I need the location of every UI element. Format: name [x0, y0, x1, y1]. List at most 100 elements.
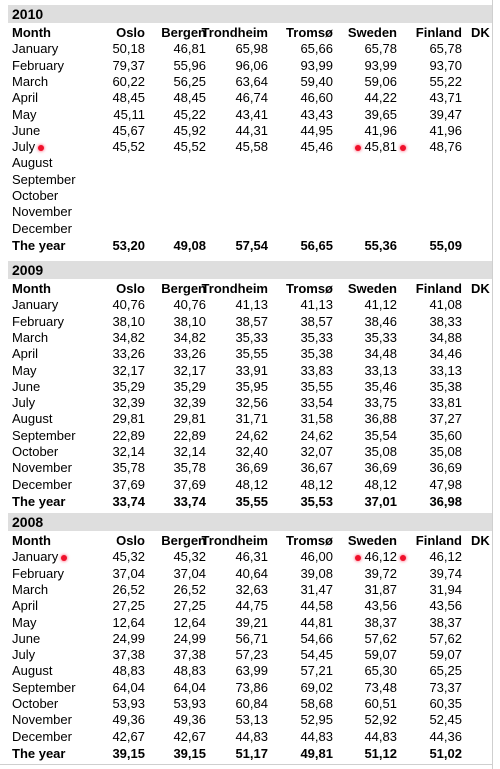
price-text: 33,74	[173, 493, 206, 509]
price-text: 65,98	[235, 41, 268, 57]
price-text: 32,56	[235, 395, 268, 411]
value-cell: 38,57	[235, 314, 268, 330]
value-cell: 73,48	[364, 680, 397, 696]
month-text: September	[12, 679, 76, 695]
price-text: 33,83	[300, 362, 333, 378]
value-cell: 41,96	[364, 123, 397, 139]
price-text: 35,55	[235, 346, 268, 362]
value-cell: 41,08	[429, 297, 462, 313]
value-cell: 44,58	[300, 598, 333, 614]
price-text: 36,69	[235, 460, 268, 476]
value-cell: 59,06	[364, 74, 397, 90]
price-text: 53,93	[173, 696, 206, 711]
value-cell: 33,91	[235, 363, 268, 379]
value-cell: 60,51	[364, 696, 397, 712]
header-text: Sweden	[347, 533, 397, 548]
value-cell: 41,13	[235, 297, 268, 313]
value-cell: 35,78	[173, 460, 206, 476]
value-cell: 32,40	[235, 444, 268, 460]
price-text: 54,66	[300, 630, 333, 646]
value-cell: 51,17	[235, 746, 268, 762]
value-cell: 34,88	[429, 330, 462, 346]
value-cell: 49,81	[300, 746, 333, 762]
header-text: DK	[471, 533, 490, 548]
value-cell: 39,15	[112, 746, 145, 762]
value-cell: 93,70	[429, 58, 462, 74]
value-cell: 45,52	[173, 139, 206, 155]
month-cell: September	[12, 172, 76, 188]
value-cell: 39,65	[364, 107, 397, 123]
value-cell: 64,04	[173, 680, 206, 696]
month-cell: July	[12, 647, 35, 663]
section-bar	[8, 261, 492, 279]
price-text: 31,87	[364, 581, 397, 597]
value-cell: 43,43	[300, 107, 333, 123]
price-text: 32,14	[112, 444, 145, 459]
value-cell: 65,98	[235, 41, 268, 57]
price-text: 45,22	[173, 106, 206, 122]
price-text: 43,71	[429, 90, 462, 106]
value-cell: 44,36	[429, 729, 462, 745]
value-cell: 46,81	[173, 41, 206, 57]
price-text: 45,32	[173, 549, 206, 565]
price-text: 55,22	[429, 73, 462, 89]
price-text: 55,96	[173, 57, 206, 73]
value-cell: 50,18	[112, 41, 145, 57]
month-text: July	[12, 395, 36, 411]
month-cell: February	[12, 566, 64, 582]
value-cell: 57,23	[235, 647, 268, 663]
value-cell: 48,45	[173, 90, 206, 106]
value-cell: 46,00	[300, 549, 333, 565]
price-text: 59,40	[300, 73, 333, 89]
price-text: 48,76	[429, 139, 462, 155]
value-cell: 33,54	[300, 395, 333, 411]
price-text: 63,64	[235, 73, 268, 89]
value-cell: 51,02	[429, 746, 462, 762]
value-cell: 45,22	[173, 107, 206, 123]
month-text: February	[12, 313, 65, 329]
month-text: January	[12, 549, 59, 565]
price-text: 51,12	[364, 745, 397, 761]
value-cell: 35,46	[364, 379, 397, 395]
value-cell: 56,71	[235, 631, 268, 647]
price-text: 44,75	[235, 598, 268, 614]
value-cell: 38,33	[429, 314, 462, 330]
header-cell: DK	[471, 25, 490, 41]
price-text: 59,07	[364, 647, 397, 663]
month-text: August	[12, 155, 53, 171]
value-cell: 44,83	[364, 729, 397, 745]
price-text: 47,98	[429, 476, 462, 492]
bottom-border	[0, 764, 493, 765]
value-cell: 35,55	[235, 346, 268, 362]
price-text: 73,86	[235, 679, 268, 695]
value-cell: 32,63	[235, 582, 268, 598]
month-text: January	[12, 297, 59, 313]
price-text: 35,33	[300, 329, 333, 345]
month-text: May	[12, 614, 37, 630]
value-cell: 31,47	[300, 582, 333, 598]
header-text: Trondheim	[201, 25, 268, 40]
price-text: 24,99	[173, 630, 206, 646]
price-text: 38,33	[429, 313, 462, 329]
month-cell: January	[12, 41, 58, 57]
price-text: 41,13	[235, 297, 268, 313]
header-cell: Tromsø	[286, 281, 333, 297]
price-text: 79,37	[112, 57, 145, 73]
price-text: 32,14	[173, 444, 206, 459]
value-cell: 29,81	[173, 411, 206, 427]
price-text: 44,83	[235, 728, 268, 744]
price-text: 49,36	[112, 712, 145, 728]
value-cell: 31,58	[300, 411, 333, 427]
header-cell: Trondheim	[202, 281, 268, 297]
value-cell: 34,82	[173, 330, 206, 346]
price-text: 44,22	[364, 90, 397, 106]
value-cell: 12,64	[173, 615, 206, 631]
value-cell: 45,92	[173, 123, 206, 139]
price-text: 33,54	[300, 395, 333, 411]
value-cell: 45,81	[352, 139, 409, 155]
value-cell: 39,21	[235, 615, 268, 631]
value-cell: 48,76	[429, 139, 462, 155]
price-text: 44,58	[300, 598, 333, 614]
price-text: 37,69	[173, 476, 206, 492]
month-text: June	[12, 630, 41, 646]
